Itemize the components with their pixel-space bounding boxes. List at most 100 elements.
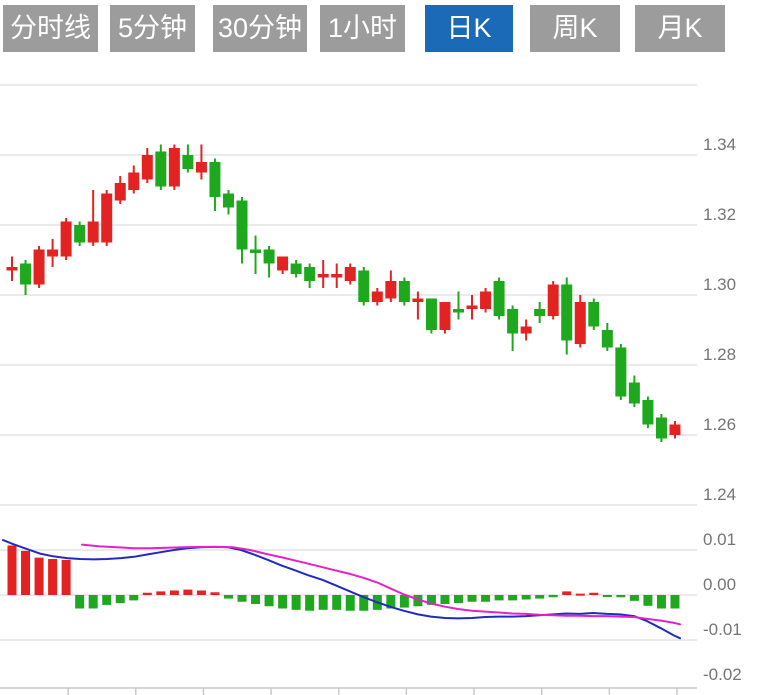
macd-bar	[467, 595, 477, 602]
candle-body	[317, 274, 329, 278]
macd-bar	[562, 591, 572, 595]
kline-chart-svg: 1.34 1.32 1.30 1.28 1.26 1.24 0.01 0.00 -0.01 -0.…	[0, 84, 742, 695]
macd-bar	[481, 595, 491, 602]
macd-bar	[453, 595, 463, 604]
macd-bar	[61, 559, 71, 595]
macd-bar	[156, 591, 166, 595]
macd-bar	[602, 595, 612, 597]
price-panel: 1.34 1.32 1.30 1.28 1.26 1.24	[0, 84, 736, 506]
macd-bar	[75, 595, 85, 609]
macd-bar	[237, 595, 247, 602]
macd-bar	[142, 592, 152, 595]
candle-body	[615, 347, 627, 397]
macd-histogram	[7, 545, 680, 611]
macd-line-dif	[2, 539, 681, 640]
candle-body	[277, 256, 289, 271]
macd-bar	[535, 595, 545, 599]
candle-body	[480, 291, 492, 309]
macd-axis-label: -0.01	[703, 620, 742, 639]
tab-30min[interactable]: 30分钟	[213, 5, 307, 52]
tab-month-k[interactable]: 月K	[635, 5, 725, 52]
candle-body	[452, 309, 464, 313]
candle-body	[236, 200, 248, 250]
candle-body	[250, 249, 262, 253]
candle-body	[331, 274, 343, 278]
candle-body	[628, 382, 640, 404]
candle-body	[385, 281, 397, 299]
macd-line-dea	[81, 543, 681, 626]
macd-axis-label: -0.02	[703, 665, 742, 684]
candle-body	[263, 249, 275, 264]
macd-bar	[21, 550, 31, 595]
candle-body	[33, 249, 45, 285]
macd-bar	[88, 595, 98, 609]
macd-bar	[589, 592, 599, 595]
candle-body	[358, 270, 370, 302]
macd-bar	[426, 595, 436, 605]
tab-week-k[interactable]: 周K	[530, 5, 620, 52]
tab-day-k[interactable]: 日K	[425, 5, 513, 52]
price-axis-label: 1.32	[703, 205, 736, 224]
chart-area: 1.34 1.32 1.30 1.28 1.26 1.24 0.01 0.00 -0.01 -0.…	[0, 58, 767, 695]
macd-bar	[183, 589, 193, 595]
candle-body	[182, 155, 194, 169]
macd-bar	[196, 590, 206, 595]
candle-body	[87, 221, 99, 243]
candle-body	[574, 302, 586, 344]
macd-bar	[494, 595, 504, 601]
candle-body	[493, 281, 505, 316]
candle-body	[642, 400, 654, 425]
macd-bar	[508, 595, 518, 601]
candle-body	[466, 305, 478, 309]
candle-body	[128, 172, 140, 190]
candle-body	[209, 162, 221, 197]
candles	[6, 144, 681, 442]
macd-bar	[210, 592, 220, 595]
macd-bar	[521, 595, 531, 600]
macd-bar	[34, 557, 44, 595]
macd-bar	[115, 595, 125, 604]
macd-bar	[575, 593, 585, 596]
macd-bar	[7, 545, 17, 595]
macd-bar	[251, 595, 261, 604]
candle-body	[60, 221, 72, 257]
candle-body	[6, 267, 18, 271]
candle-body	[168, 148, 180, 187]
macd-bar	[399, 595, 409, 608]
price-axis-label: 1.28	[703, 345, 736, 364]
macd-bar	[278, 595, 288, 609]
candle-body	[101, 193, 113, 243]
macd-bar	[332, 595, 342, 610]
candle-body	[195, 162, 207, 173]
macd-bar	[670, 595, 680, 609]
macd-bar	[413, 595, 423, 607]
candle-body	[547, 284, 559, 316]
candle-body	[155, 151, 167, 187]
candle-body	[534, 309, 546, 316]
macd-axis-label: 0.01	[703, 530, 736, 549]
macd-bar	[616, 595, 626, 598]
candle-body	[520, 326, 532, 334]
macd-bar	[629, 595, 639, 601]
candle-body	[588, 302, 600, 327]
candle-body	[507, 309, 519, 334]
macd-bar	[440, 595, 450, 604]
macd-bar	[264, 595, 274, 607]
tab-1hour[interactable]: 1小时	[320, 5, 405, 52]
candle-body	[222, 193, 234, 208]
tab-time-line[interactable]: 分时线	[3, 5, 98, 52]
macd-bar	[386, 595, 396, 609]
macd-bar	[359, 595, 369, 611]
candle-body	[371, 291, 383, 302]
macd-panel: 0.01 0.00 -0.01 -0.02	[0, 530, 742, 695]
candle-body	[74, 225, 86, 243]
macd-bar	[318, 595, 328, 610]
candle-body	[425, 298, 437, 330]
candle-body	[304, 267, 316, 281]
macd-bar	[643, 595, 653, 606]
price-axis-label: 1.34	[703, 135, 736, 154]
tab-5min[interactable]: 5分钟	[110, 5, 195, 52]
macd-bar	[129, 595, 139, 601]
candle-body	[412, 298, 424, 302]
